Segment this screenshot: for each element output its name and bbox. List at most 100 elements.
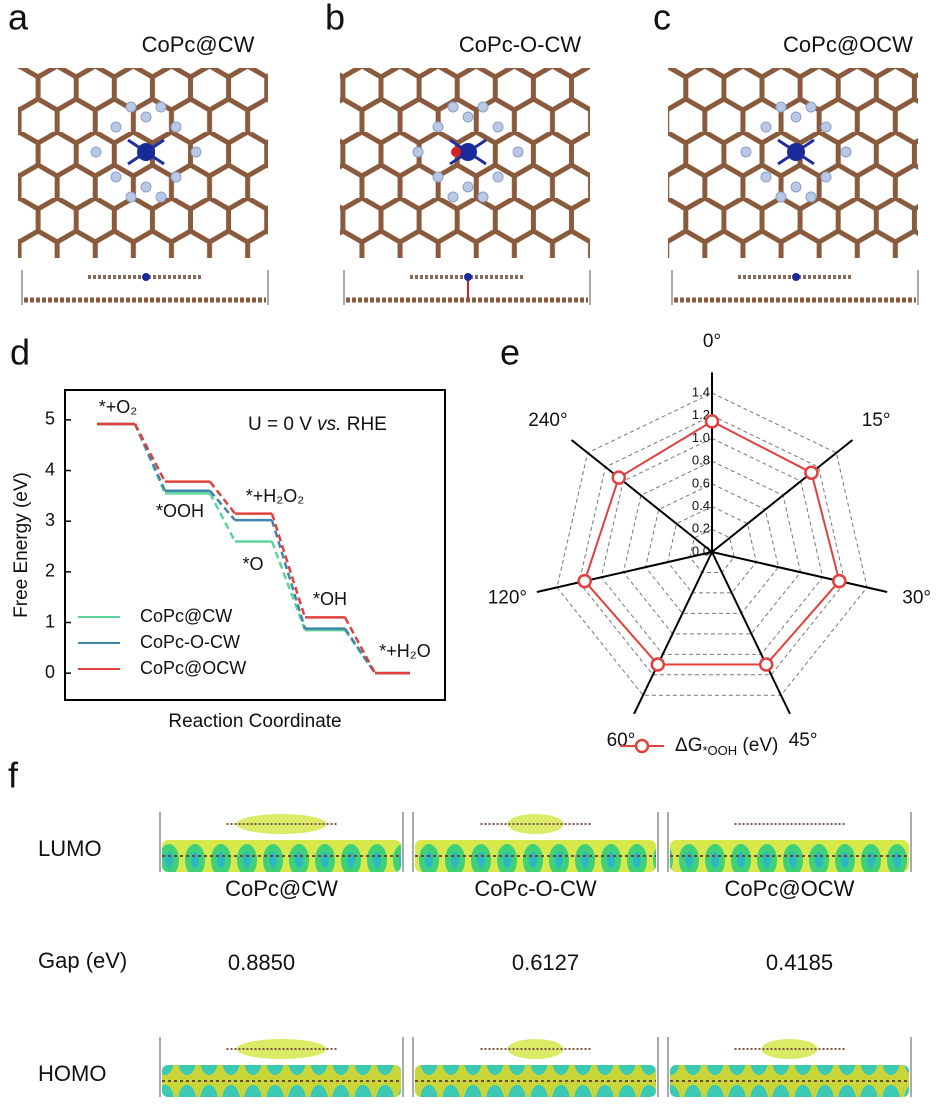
panel-letter: b [325,0,345,38]
connector [270,541,307,631]
n-atom [477,101,489,113]
radar-axis [711,551,888,593]
radar-axis [711,551,791,715]
y-axis-label: Free Energy (eV) [11,472,32,618]
legend-marker [634,738,650,754]
y-tick-label: 1 [45,611,55,631]
annotation-part: RHE [341,414,386,435]
n-atom [477,191,489,203]
legend-unit: (eV) [737,735,778,756]
radar-marker [832,573,847,589]
n-atom [775,191,787,203]
n-atom [432,121,444,133]
radar-axis [711,439,854,553]
radar-marker [650,657,666,672]
plot-frame [64,389,446,701]
panel-letter: d [10,332,30,373]
n-atom [140,111,152,123]
radar-grid [689,528,735,573]
radar-marker [704,414,720,429]
n-atom [412,146,424,158]
step-label: *+H₂O [379,641,431,661]
n-atom [492,171,504,183]
n-atom [170,121,182,133]
step-label: *+H₂O₂ [246,486,305,506]
axis-category: 120° [488,588,527,609]
n-atom [447,101,459,113]
legend-name: ΔG [675,735,702,756]
n-atom [110,121,122,133]
orbital-molecule [762,814,818,834]
n-atom [110,171,122,183]
n-atom [820,171,832,183]
n-atom [447,191,459,203]
orbital-substrate [670,1065,909,1097]
step-label: *OH [313,589,347,609]
radar-line [583,420,841,666]
radar-marker [577,573,592,589]
panel-letter: f [8,755,19,796]
n-atom [740,146,752,158]
orbital-molecule [507,814,564,834]
radar-grid [600,437,824,655]
y-tick-label: 2 [45,561,55,581]
r-tick-label: 1.4 [692,384,710,399]
co-atom [787,143,805,161]
lattice [18,68,268,258]
lattice [340,68,590,258]
connector [209,480,236,515]
step-label: *O [242,554,263,574]
panel-letter: c [653,0,671,38]
structure-name: CoPc@OCW [725,876,855,901]
n-atom [125,101,137,113]
legend-label: CoPc-O-CW [140,632,240,652]
n-atom [805,191,817,203]
radar-grid [645,483,779,614]
co-atom [137,143,155,161]
connector [133,423,167,492]
n-atom [760,121,772,133]
n-atom [820,121,832,133]
co-atom [459,143,477,161]
row-label: LUMO [38,836,102,861]
legend-label: CoPc@CW [140,606,232,626]
legend-sub: *OOH [702,743,737,758]
r-tick-label: 0.8 [692,453,710,468]
legend-label: CoPc@OCW [140,658,246,678]
n-atom [462,111,474,123]
orbital-molecule [761,1039,818,1059]
radar-axis [536,551,713,593]
n-atom [125,191,137,203]
row-label: Gap (eV) [38,948,127,973]
radar-marker [611,470,627,485]
o-atom [451,147,461,157]
side-co [142,273,150,281]
r-tick-label: 1.0 [692,430,710,445]
side-co [464,273,472,281]
axis-category: 15° [862,410,891,431]
connector [209,489,236,521]
panel-letter: e [500,332,520,373]
y-tick-label: 4 [45,459,55,479]
side-co [792,273,800,281]
orbital-molecule [236,814,327,834]
radar-axis [633,551,713,715]
orbital-substrate [162,1065,401,1097]
orbital-substrate [670,840,909,872]
orbital-molecule [236,1039,327,1059]
annotation: U = 0 V vs. RHE [248,414,387,435]
annotation-part: U = 0 V [248,414,317,435]
axis-category: 30° [902,588,931,609]
y-tick-label: 5 [45,409,55,429]
annotation-part: vs. [317,414,341,435]
n-atom [512,146,524,158]
radar-marker [804,465,819,480]
n-atom [840,146,852,158]
radar-grid [622,460,802,635]
gap-value: 0.8850 [228,950,295,975]
y-tick-label: 0 [45,662,55,682]
n-atom [432,171,444,183]
connector [133,423,167,483]
panel-letter: a [8,0,29,38]
